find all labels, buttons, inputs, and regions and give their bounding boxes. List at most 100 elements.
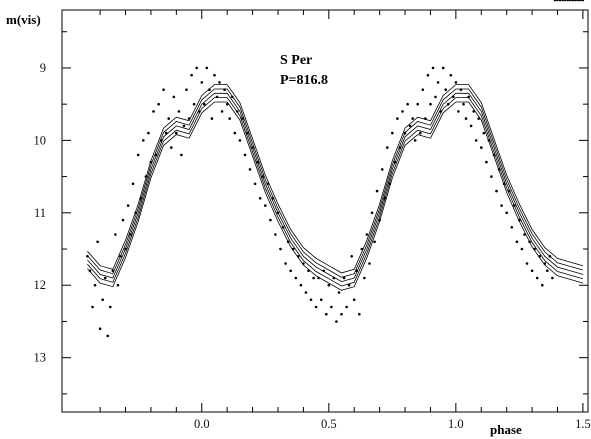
data-point [106, 334, 109, 338]
data-point [182, 124, 186, 128]
curve-line [87, 92, 584, 283]
curve-line [87, 101, 584, 291]
data-point [319, 298, 323, 302]
data-point [116, 283, 120, 287]
data-point [269, 218, 272, 222]
data-point [469, 124, 473, 128]
data-point [426, 73, 430, 77]
data-point [152, 110, 155, 113]
data-point [401, 110, 404, 113]
data-point [408, 124, 412, 128]
data-point [180, 153, 183, 157]
data-point [421, 88, 425, 91]
data-point [345, 305, 348, 309]
data-point [505, 211, 509, 215]
data-point [396, 117, 399, 120]
data-point [520, 247, 524, 251]
data-point [373, 240, 376, 244]
x-tick-label: 1.0 [448, 417, 464, 431]
data-point [429, 102, 432, 106]
data-point [561, 0, 564, 2]
data-point [574, 0, 577, 2]
data-point [581, 0, 585, 2]
data-point [243, 153, 247, 157]
data-point [375, 189, 379, 193]
data-point [579, 0, 582, 2]
data-point [480, 146, 483, 149]
data-point [500, 204, 503, 207]
curve-line [87, 97, 584, 287]
data-point [515, 240, 519, 244]
data-point [157, 102, 160, 106]
data-point [530, 269, 534, 273]
data-point [370, 211, 374, 215]
x-tick-label: 1.5 [575, 417, 591, 431]
data-point [142, 139, 145, 142]
data-point [91, 305, 94, 309]
data-point [312, 276, 315, 280]
data-point [431, 66, 435, 70]
data-point [210, 117, 214, 120]
data-point [358, 312, 361, 316]
data-point [525, 262, 529, 265]
data-point [434, 95, 437, 99]
data-point [126, 204, 130, 207]
data-point [551, 276, 554, 280]
data-point [109, 305, 112, 309]
data-point [93, 283, 97, 287]
data-point [294, 276, 298, 280]
data-point [264, 204, 267, 207]
data-point [464, 117, 468, 120]
data-point [170, 146, 173, 149]
data-point [96, 240, 99, 244]
data-point [535, 276, 539, 280]
data-point [340, 312, 343, 316]
data-point [485, 160, 488, 164]
data-point [205, 66, 209, 70]
curve-line [87, 84, 584, 274]
plot-frame [61, 9, 589, 413]
data-point [147, 131, 150, 135]
data-point [541, 283, 544, 287]
data-point [203, 102, 206, 106]
data-point [558, 0, 562, 2]
y-tick-label: 10 [34, 133, 47, 147]
data-point [342, 276, 346, 280]
data-point [192, 102, 196, 106]
data-point [391, 131, 394, 135]
data-point [436, 81, 440, 84]
data-point [195, 66, 198, 70]
data-point [416, 102, 420, 106]
data-point [314, 305, 318, 309]
data-point [325, 312, 328, 316]
data-point [566, 0, 569, 2]
data-point [352, 298, 356, 302]
data-point [248, 168, 252, 171]
data-point [177, 110, 181, 113]
data-point [289, 269, 293, 273]
data-point [175, 131, 178, 135]
data-point [274, 233, 277, 236]
y-tick-label: 9 [40, 61, 46, 75]
data-point [299, 283, 303, 287]
data-point [556, 0, 559, 2]
data-point [279, 247, 282, 251]
data-point [454, 81, 458, 84]
data-point [200, 81, 204, 84]
data-point [368, 262, 371, 265]
data-point [419, 131, 422, 135]
data-point [167, 117, 170, 120]
data-point [444, 88, 448, 91]
data-point [162, 88, 165, 91]
data-point [411, 117, 415, 120]
axis-ticks [62, 10, 588, 412]
data-point [131, 182, 135, 186]
data-point [568, 0, 572, 2]
data-point [449, 73, 453, 77]
data-point [213, 73, 216, 77]
y-tick-label: 11 [34, 206, 46, 220]
data-point [136, 153, 140, 157]
data-point [482, 131, 486, 135]
y-tick-label: 12 [34, 278, 47, 292]
data-point [350, 254, 354, 258]
